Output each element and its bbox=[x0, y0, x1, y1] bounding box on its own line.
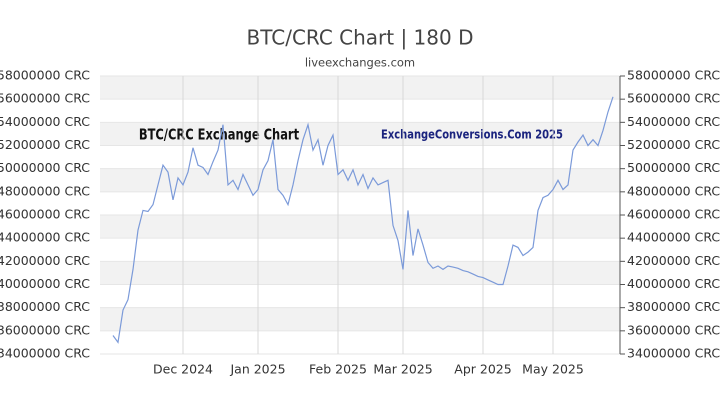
x-tick-label: Jan 2025 bbox=[229, 362, 285, 377]
grid-band bbox=[100, 307, 620, 331]
y2-tick-label: 36000000 CRC bbox=[627, 322, 720, 337]
y-tick-label: 46000000 CRC bbox=[0, 207, 90, 222]
y2-tick-label: 38000000 CRC bbox=[627, 299, 720, 314]
y2-tick-label: 34000000 CRC bbox=[627, 346, 720, 361]
y-tick-label: 40000000 CRC bbox=[0, 276, 90, 291]
grid-band bbox=[100, 76, 620, 100]
y2-tick-label: 56000000 CRC bbox=[627, 91, 720, 106]
y-tick-label: 52000000 CRC bbox=[0, 137, 90, 152]
y-tick-label: 38000000 CRC bbox=[0, 299, 90, 314]
y-tick-label: 44000000 CRC bbox=[0, 230, 90, 245]
y-tick-label: 54000000 CRC bbox=[0, 114, 90, 129]
y2-tick-label: 58000000 CRC bbox=[627, 68, 720, 83]
x-tick-label: Dec 2024 bbox=[153, 362, 213, 377]
y2-tick-label: 46000000 CRC bbox=[627, 207, 720, 222]
x-tick-label: May 2025 bbox=[522, 362, 584, 377]
y-tick-label: 58000000 CRC bbox=[0, 68, 90, 83]
y2-tick-label: 48000000 CRC bbox=[627, 183, 720, 198]
y-tick-label: 34000000 CRC bbox=[0, 346, 90, 361]
y-tick-label: 36000000 CRC bbox=[0, 322, 90, 337]
y-tick-label: 48000000 CRC bbox=[0, 183, 90, 198]
y2-tick-label: 40000000 CRC bbox=[627, 276, 720, 291]
y2-tick-label: 54000000 CRC bbox=[627, 114, 720, 129]
price-line bbox=[112, 96, 614, 344]
x-tick-label: Feb 2025 bbox=[309, 362, 367, 377]
y2-tick-label: 44000000 CRC bbox=[627, 230, 720, 245]
x-tick-label: Mar 2025 bbox=[373, 362, 432, 377]
y2-tick-label: 52000000 CRC bbox=[627, 137, 720, 152]
y-tick-label: 42000000 CRC bbox=[0, 253, 90, 268]
y2-tick-label: 50000000 CRC bbox=[627, 160, 720, 175]
x-tick-label: Apr 2025 bbox=[454, 362, 511, 377]
watermark: ExchangeConversions.Com 2025 bbox=[381, 127, 563, 141]
y-tick-label: 50000000 CRC bbox=[0, 160, 90, 175]
chart-subtitle: liveexchanges.com bbox=[305, 56, 415, 70]
y2-tick-label: 42000000 CRC bbox=[627, 253, 720, 268]
y-tick-label: 56000000 CRC bbox=[0, 91, 90, 106]
grid-band bbox=[100, 261, 620, 285]
grid-band bbox=[100, 122, 620, 146]
grid-band bbox=[100, 215, 620, 239]
chart-title: BTC/CRC Chart | 180 D bbox=[246, 26, 473, 50]
watermark: BTC/CRC Exchange Chart bbox=[139, 126, 299, 143]
